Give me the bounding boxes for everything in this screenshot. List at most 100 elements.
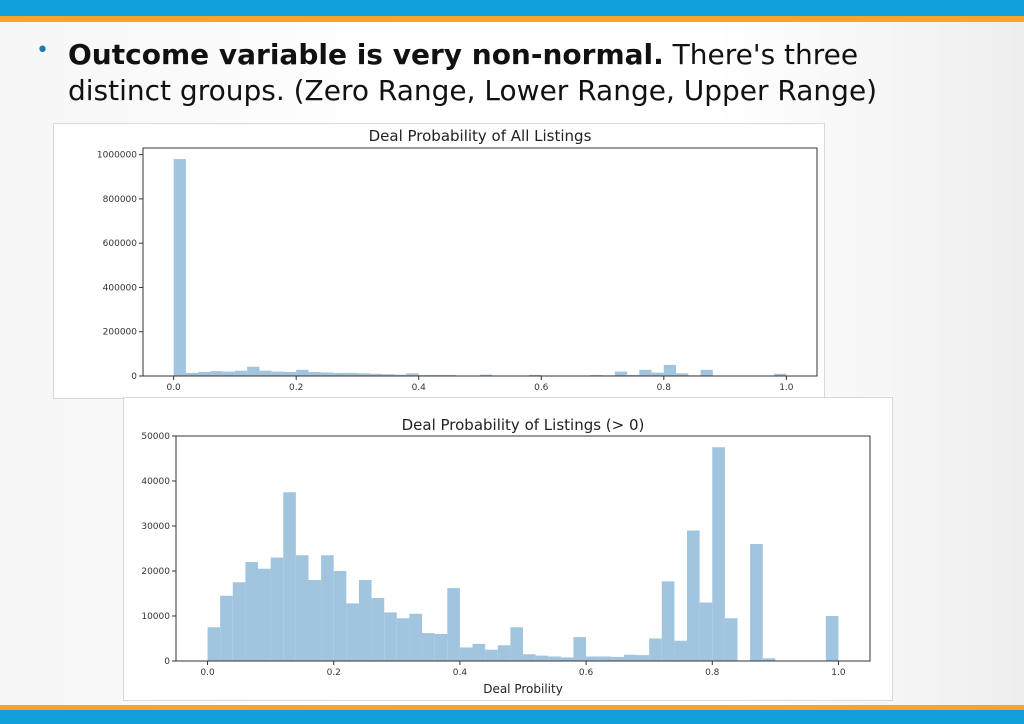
histogram-bar [636,655,650,661]
histogram-bar [699,602,713,661]
histogram-bar [480,374,493,376]
histogram-bar [485,649,498,661]
x-tick-label: 0.0 [166,383,181,393]
histogram-bar [271,371,284,376]
histogram-bar [245,562,259,661]
histogram-bar [573,637,587,661]
bullet-point: Outcome variable is very non-normal. The… [68,37,968,109]
histogram-bar [210,371,223,376]
bottom-orange-stripe [0,705,1024,710]
y-tick-label: 600000 [103,239,138,249]
histogram-bar [345,372,358,376]
histogram-bar [560,657,574,661]
histogram-bar [357,373,370,376]
histogram-bar [384,612,397,661]
y-tick-label: 10000 [141,612,170,622]
histogram-bar [258,568,271,661]
histogram-bar [346,603,359,661]
histogram-bar [724,618,738,661]
histogram-bar [396,618,410,661]
histogram-bar [434,634,448,661]
histogram-bar [762,658,776,661]
y-tick-label: 50000 [141,432,170,442]
histogram-bar [459,647,473,661]
bullet-normal-text: There's three distinct groups. (Zero Ran… [68,38,878,107]
x-tick-label: 0.8 [705,668,720,678]
histogram-bar [510,627,523,661]
histogram-bar [259,370,272,376]
histogram-bar [598,656,612,661]
histogram-bar [333,571,347,661]
histogram-bar [523,654,536,661]
histogram-bar [308,580,322,661]
histogram-bar [185,372,199,376]
histogram-bar [774,373,787,376]
histogram-bar [661,581,675,661]
histogram-bar [422,633,435,661]
histogram-bar [270,557,284,661]
bullet-bold-text: Outcome variable is very non-normal. [68,38,664,71]
histogram-bar [247,366,260,376]
x-tick-label: 0.2 [327,668,341,678]
histogram-bar [222,371,235,376]
y-tick-label: 400000 [103,283,138,293]
bullet-marker: • [36,38,49,63]
histogram-bar [623,654,637,661]
histogram-bar [614,371,628,376]
histogram-bar [529,374,542,376]
histogram-bar [394,374,407,376]
histogram-bar [332,372,346,376]
histogram-bar [358,580,372,661]
top-blue-stripe [0,0,1024,16]
top-accent-bar [0,0,1024,22]
chart-title: Deal Probability of All Listings [369,127,592,145]
y-tick-label: 1000000 [97,151,137,161]
histogram-bar [320,372,333,376]
y-tick-label: 20000 [141,567,170,577]
histogram-bar [700,369,713,376]
histogram-bar [381,374,395,376]
histogram-bar [611,656,624,661]
histogram-bar [409,613,423,661]
histogram-bar [825,616,839,661]
histogram-bar [663,364,677,376]
histogram-bar [232,582,246,661]
histogram-bar [651,372,664,376]
histogram-bar [296,369,309,376]
histogram-bar [447,588,460,661]
x-tick-label: 0.6 [534,383,549,393]
x-tick-label: 1.0 [779,383,794,393]
bottom-blue-stripe [0,710,1024,724]
histogram-bar [649,638,662,661]
x-axis-label: Deal Probility [483,682,563,696]
histogram-bar [234,370,248,376]
histogram-bar [321,555,334,661]
histogram-bar [207,627,221,661]
histogram-bar [371,598,385,661]
histogram-bar [283,372,297,376]
histogram-bar [497,645,511,661]
histogram-bar [586,656,599,661]
x-tick-label: 0.4 [412,383,427,393]
histogram-bar [627,374,640,376]
y-tick-label: 40000 [141,477,170,487]
histogram-bar [639,369,652,376]
chart-title: Deal Probability of Listings (> 0) [402,416,645,434]
y-tick-label: 0 [131,372,137,382]
bottom-accent-bar [0,705,1024,724]
histogram-bar [173,159,186,376]
histogram-bar [295,555,309,661]
histogram-bar [283,492,296,661]
histogram-positive-listings: 0.0 0.2 0.4 0.6 0.8 1.0 0 10000 20000 30000 40000 5… [141,416,871,696]
chart-panel-all-listings: 0.0 0.2 0.4 0.6 0.8 1.0 0 200000 400000 600000 800… [53,123,825,399]
plot-frame [142,147,818,377]
y-tick-label: 0 [164,657,170,667]
y-tick-label: 30000 [141,522,170,532]
y-tick-label: 200000 [103,328,138,338]
histogram-bar [676,373,689,376]
chart-panel-positive-listings: 0.0 0.2 0.4 0.6 0.8 1.0 0 10000 20000 30000 40000 5… [123,397,893,701]
histogram-bar [406,373,419,376]
histogram-bar [535,655,549,661]
x-tick-label: 0.2 [289,383,303,393]
x-tick-label: 0.0 [200,668,215,678]
